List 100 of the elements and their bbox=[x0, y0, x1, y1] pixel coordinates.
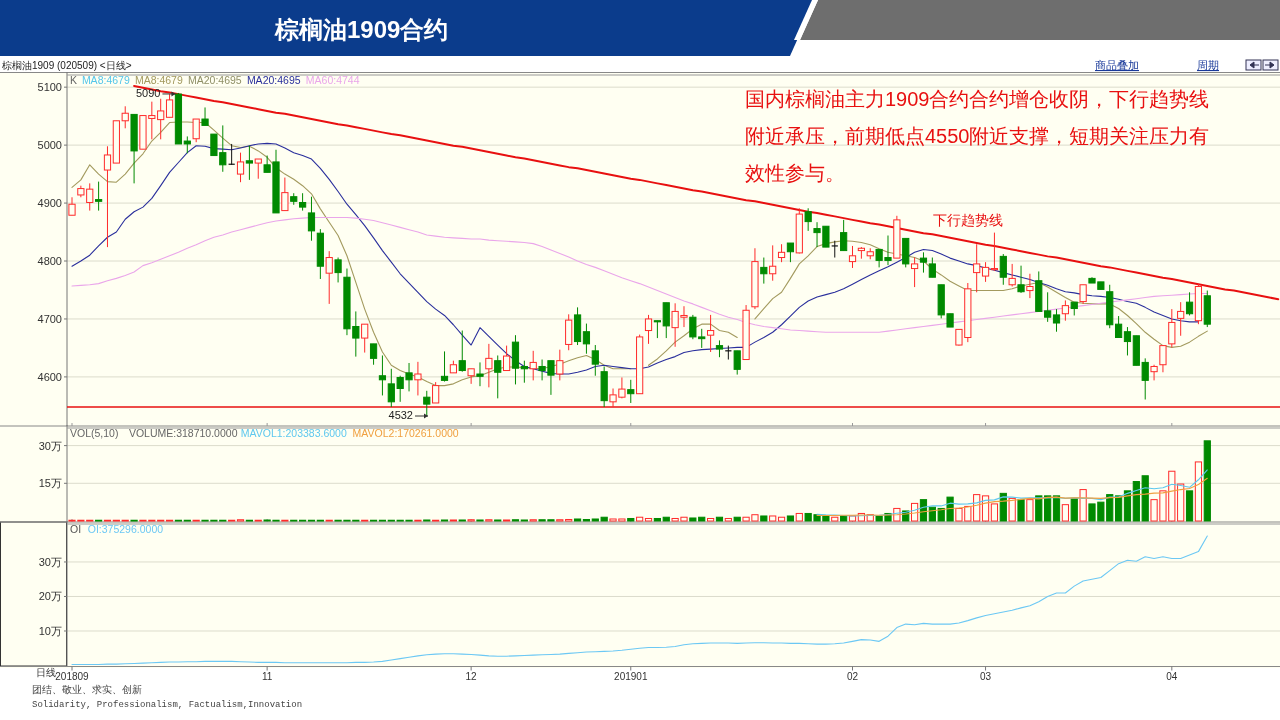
annotation: OI bbox=[70, 523, 82, 535]
annotation: MA8:4679 bbox=[81, 74, 130, 86]
candlestick bbox=[556, 349, 564, 381]
bar bbox=[981, 495, 990, 522]
bar bbox=[1008, 497, 1016, 522]
text: MAVOL2:170261.0000 bbox=[352, 427, 459, 439]
candlestick bbox=[582, 323, 591, 355]
line-series bbox=[71, 535, 1208, 666]
candlestick bbox=[414, 361, 422, 396]
bar bbox=[573, 518, 582, 522]
text: OI:375296.0000 bbox=[87, 523, 164, 535]
candlestick bbox=[786, 242, 795, 263]
candlestick bbox=[307, 196, 316, 242]
bar bbox=[662, 516, 670, 522]
candlestick bbox=[627, 379, 635, 404]
text: 周期 bbox=[1197, 59, 1219, 71]
chart-subtitle: 棕榈油1909 (020509) <日线> bbox=[2, 60, 132, 71]
candlestick bbox=[1123, 326, 1132, 356]
bar bbox=[1061, 504, 1069, 522]
candlestick bbox=[467, 368, 475, 385]
candlestick bbox=[1159, 345, 1167, 373]
candlestick bbox=[973, 243, 981, 293]
bar bbox=[795, 512, 803, 522]
candlestick bbox=[1052, 308, 1061, 333]
text: MA8:4679 bbox=[134, 74, 183, 86]
bar bbox=[1079, 489, 1087, 522]
candlestick bbox=[520, 360, 528, 384]
annotation: VOL(5,10) bbox=[70, 427, 119, 439]
candlestick bbox=[760, 257, 768, 285]
candlestick bbox=[369, 343, 378, 366]
text: MA20:4695 bbox=[246, 74, 301, 86]
candlestick bbox=[378, 354, 387, 396]
bar bbox=[724, 517, 732, 522]
candlestick bbox=[1017, 265, 1025, 294]
text: Solidarity, Professionalism, Factualism,Innovation bbox=[32, 700, 303, 710]
candlestick bbox=[1026, 273, 1034, 299]
y-tick-label: 4800 bbox=[37, 255, 62, 268]
annotation: 国内棕榈油主力1909合约合约增仓收阴，下行趋势线附近承压，前期低点4550附近支撑，短期关注压力有效性参与。 bbox=[745, 88, 1210, 184]
candlestick bbox=[334, 257, 342, 283]
x-tick-label: 02 bbox=[846, 670, 859, 682]
candlestick bbox=[361, 323, 369, 354]
bar bbox=[1070, 497, 1078, 522]
candlestick bbox=[485, 343, 493, 388]
x-tick-label: 04 bbox=[1166, 670, 1178, 682]
line-series bbox=[816, 477, 1208, 517]
bar bbox=[1123, 490, 1132, 522]
bar bbox=[777, 516, 786, 522]
bar bbox=[1203, 440, 1211, 522]
candlestick bbox=[529, 350, 537, 381]
candlestick bbox=[733, 350, 741, 376]
y-tick-label: 5000 bbox=[37, 139, 62, 152]
candlestick bbox=[919, 251, 928, 274]
candlestick bbox=[254, 158, 262, 180]
bar bbox=[760, 515, 768, 522]
annotation: 5090 bbox=[135, 86, 161, 99]
candlestick bbox=[165, 93, 174, 118]
bar bbox=[831, 516, 839, 522]
text: 商品叠加 bbox=[1095, 59, 1139, 71]
candlestick bbox=[911, 257, 919, 288]
x-tick-label: 201901 bbox=[614, 670, 648, 682]
y-tick-label: 15万 bbox=[38, 477, 62, 490]
candlestick bbox=[476, 361, 484, 387]
x-tick-label: 11 bbox=[261, 670, 273, 682]
y-tick-label: 30万 bbox=[38, 555, 62, 568]
text: MA60:4744 bbox=[305, 74, 360, 86]
candlestick bbox=[848, 245, 857, 269]
bar bbox=[653, 517, 661, 522]
x-tick-label: 201809 bbox=[55, 670, 90, 682]
candlestick bbox=[245, 145, 253, 181]
y-tick-label: 10万 bbox=[38, 624, 62, 637]
annotation: MA20:4695 bbox=[187, 74, 242, 86]
x-tick-label: 03 bbox=[979, 670, 992, 682]
candlestick bbox=[503, 345, 511, 372]
candlestick bbox=[494, 354, 502, 399]
bar bbox=[636, 516, 644, 522]
candlestick bbox=[662, 302, 670, 339]
candlestick bbox=[999, 253, 1007, 286]
candlestick bbox=[458, 330, 466, 373]
candlestick bbox=[1061, 299, 1069, 322]
candlestick bbox=[769, 244, 777, 282]
bar bbox=[1114, 495, 1123, 522]
y-tick-label: 30万 bbox=[38, 439, 62, 452]
bar bbox=[990, 503, 999, 522]
annotation: VOLUME:318710.0000 bbox=[128, 427, 238, 439]
bar bbox=[1026, 499, 1034, 522]
series-label: 下行趋势线 bbox=[932, 212, 1003, 229]
candlestick bbox=[591, 344, 599, 377]
bar bbox=[840, 515, 848, 522]
candlestick bbox=[201, 106, 209, 126]
bar bbox=[715, 516, 724, 522]
candlestick bbox=[840, 219, 848, 252]
bar bbox=[786, 515, 795, 522]
candlestick bbox=[1150, 364, 1158, 381]
bar bbox=[644, 517, 653, 522]
y-tick-label: 20万 bbox=[38, 590, 62, 603]
bar bbox=[1185, 490, 1194, 522]
candlestick bbox=[1008, 263, 1016, 288]
candlestick bbox=[1079, 284, 1087, 305]
candlestick bbox=[1185, 291, 1194, 316]
text: MAVOL1:203383.6000 bbox=[240, 427, 347, 439]
